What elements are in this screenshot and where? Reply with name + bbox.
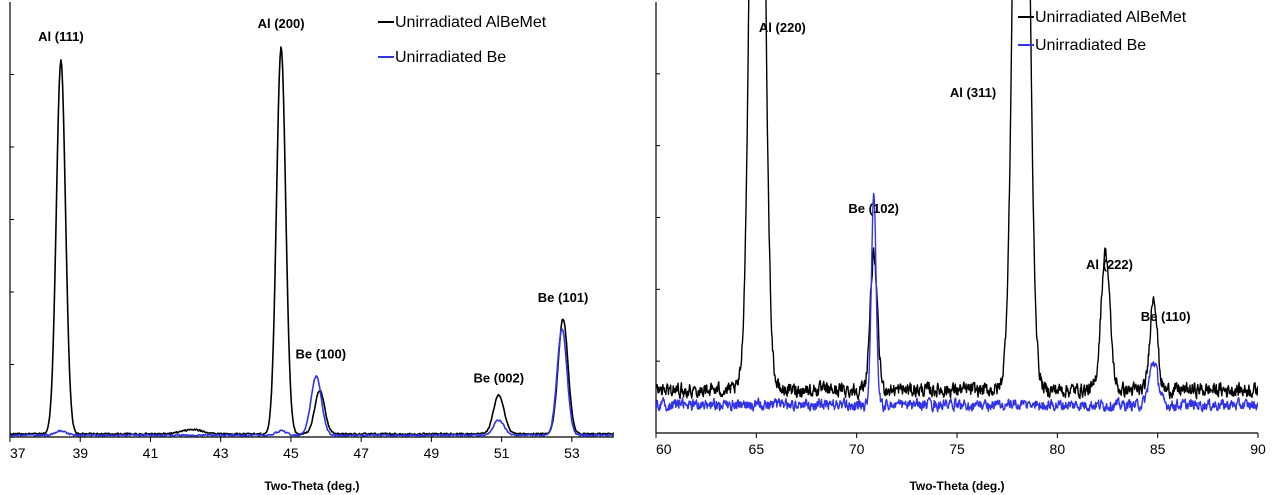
right-peak-label: Al (220) bbox=[759, 20, 806, 35]
left-x-tick-label: 53 bbox=[564, 445, 580, 461]
right-x-axis-title: Two-Theta (deg.) bbox=[909, 479, 1004, 493]
left-x-tick-label: 39 bbox=[72, 445, 88, 461]
left-peak-label: Al (200) bbox=[258, 16, 305, 31]
left-chart-panel: 37 39 41 43 45 47 49 51 53 Two-Theta (deg.) Al (11… bbox=[9, 2, 614, 493]
left-x-tick-label: 43 bbox=[213, 445, 229, 461]
left-series-be-line bbox=[10, 328, 614, 437]
left-x-axis-title: Two-Theta (deg.) bbox=[264, 479, 359, 493]
right-x-tick-label: 85 bbox=[1150, 441, 1166, 457]
left-peak-label: Be (002) bbox=[474, 371, 525, 386]
left-series-albemet-line bbox=[10, 46, 614, 436]
left-peak-label: Be (101) bbox=[538, 290, 589, 305]
left-x-tick-label: 45 bbox=[283, 445, 299, 461]
right-series-be-line bbox=[656, 192, 1258, 413]
right-x-tick-label: 75 bbox=[949, 441, 965, 457]
left-peak-label: Be (100) bbox=[295, 347, 346, 362]
right-peak-label: Al (222) bbox=[1086, 257, 1133, 272]
left-x-tick-label: 41 bbox=[143, 445, 159, 461]
right-peak-label: Al (311) bbox=[950, 85, 996, 100]
left-x-tick-label: 51 bbox=[494, 445, 510, 461]
right-peak-label: Be (102) bbox=[848, 201, 899, 216]
right-chart-panel: 60 65 70 75 80 85 90 Two-Theta (deg.) Al (220) Al… bbox=[655, 0, 1266, 493]
right-x-tick-label: 60 bbox=[656, 441, 672, 457]
right-legend-label: Unirradiated Be bbox=[1035, 37, 1146, 54]
right-series-albemet-line bbox=[656, 0, 1258, 400]
left-legend-label: Unirradiated Be bbox=[395, 49, 506, 66]
right-x-tick-label: 65 bbox=[749, 441, 765, 457]
right-legend-label: Unirradiated AlBeMet bbox=[1035, 9, 1187, 26]
left-peak-label: Al (111) bbox=[38, 29, 84, 44]
right-x-tick-label: 90 bbox=[1250, 441, 1266, 457]
left-legend-label: Unirradiated AlBeMet bbox=[395, 14, 547, 31]
right-x-tick-label: 70 bbox=[849, 441, 865, 457]
left-x-tick-label: 37 bbox=[10, 445, 26, 461]
left-x-tick-label: 47 bbox=[353, 445, 369, 461]
left-x-tick-label: 49 bbox=[424, 445, 440, 461]
right-x-tick-label: 80 bbox=[1050, 441, 1066, 457]
right-peak-label: Be (110) bbox=[1141, 309, 1191, 324]
